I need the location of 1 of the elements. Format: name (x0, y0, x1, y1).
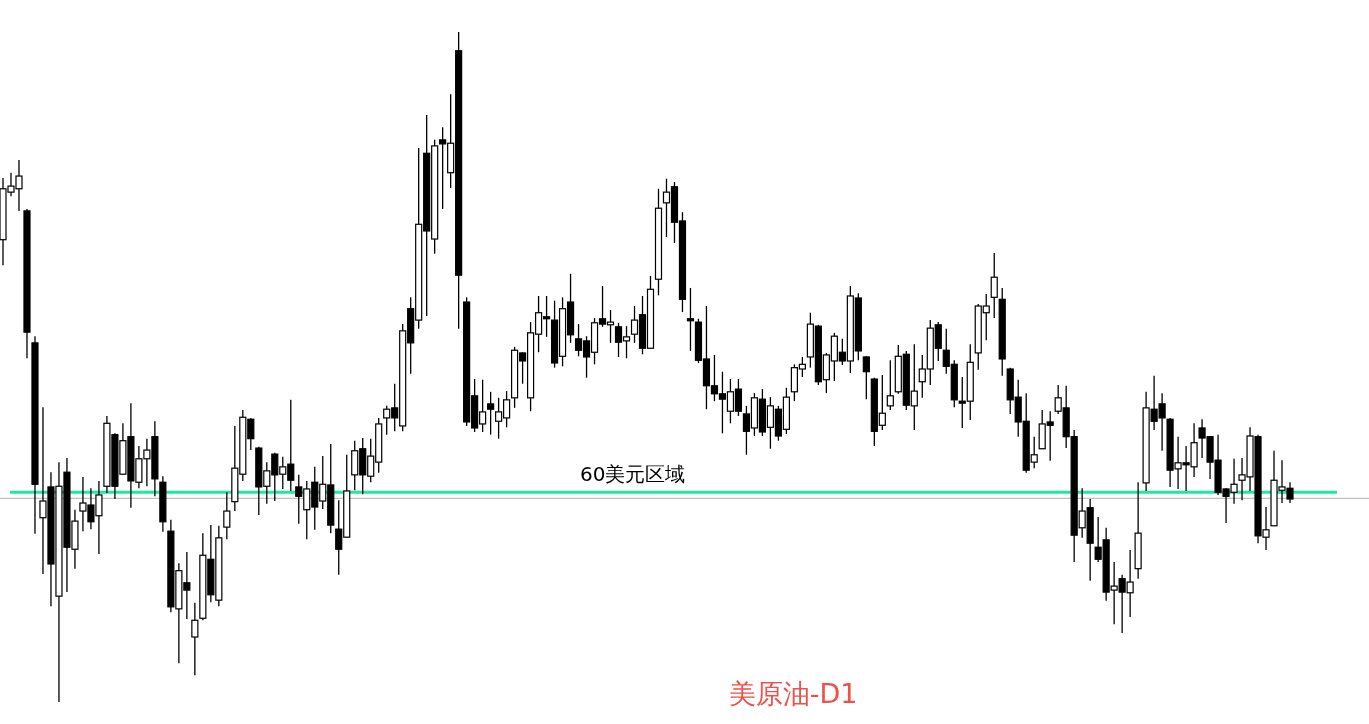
title: 美原油-D1 (728, 678, 858, 709)
